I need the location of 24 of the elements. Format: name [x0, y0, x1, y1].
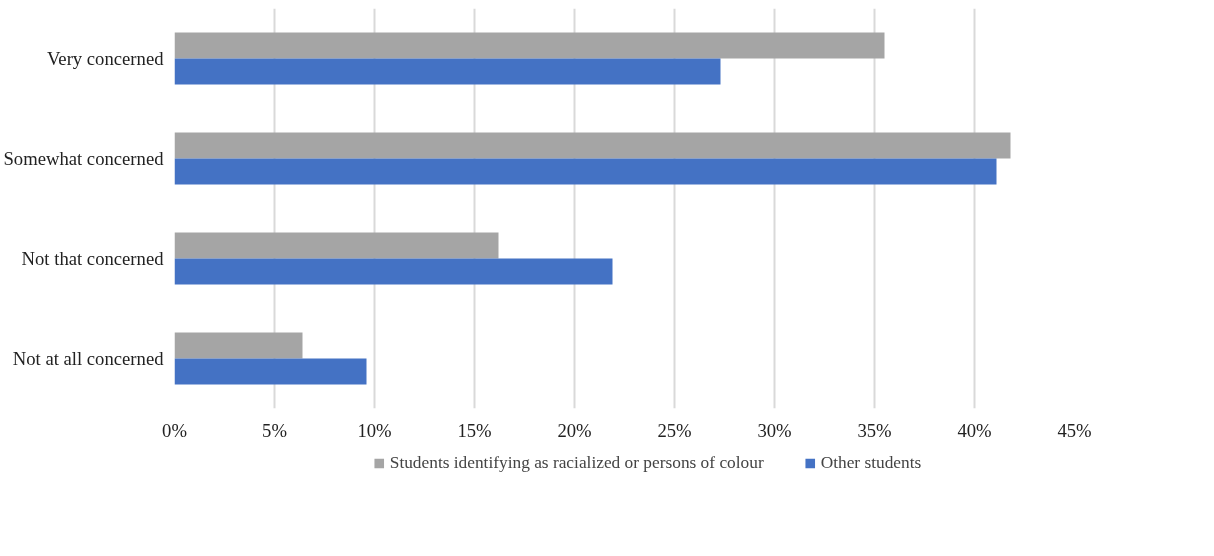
y-tick-label: Very concerned — [46, 48, 165, 69]
bar — [174, 258, 613, 285]
x-tick-label: 35% — [857, 419, 892, 441]
bar — [174, 358, 367, 385]
x-tick-label: 45% — [1057, 419, 1092, 441]
y-tick-label: Somewhat concerned — [3, 148, 165, 169]
bar — [174, 58, 721, 85]
x-tick-label: 0% — [162, 419, 187, 441]
bar — [174, 158, 997, 185]
x-tick-label: 30% — [757, 419, 792, 441]
x-tick-label: 40% — [957, 419, 992, 441]
bar — [174, 132, 1011, 159]
x-tick-label: 25% — [657, 419, 692, 441]
x-tick-label: 20% — [557, 419, 592, 441]
legend-label: Other students — [820, 453, 922, 473]
x-tick-label: 5% — [262, 419, 287, 441]
y-tick-label: Not that concerned — [21, 248, 165, 269]
x-tick-label: 10% — [357, 419, 392, 441]
bar — [174, 332, 303, 359]
bar — [174, 32, 885, 59]
x-tick-label: 15% — [457, 419, 492, 441]
legend-label: Students identifying as racialized or persons of colour — [389, 453, 764, 473]
y-tick-label: Not at all concerned — [12, 348, 165, 369]
bar — [174, 232, 499, 259]
